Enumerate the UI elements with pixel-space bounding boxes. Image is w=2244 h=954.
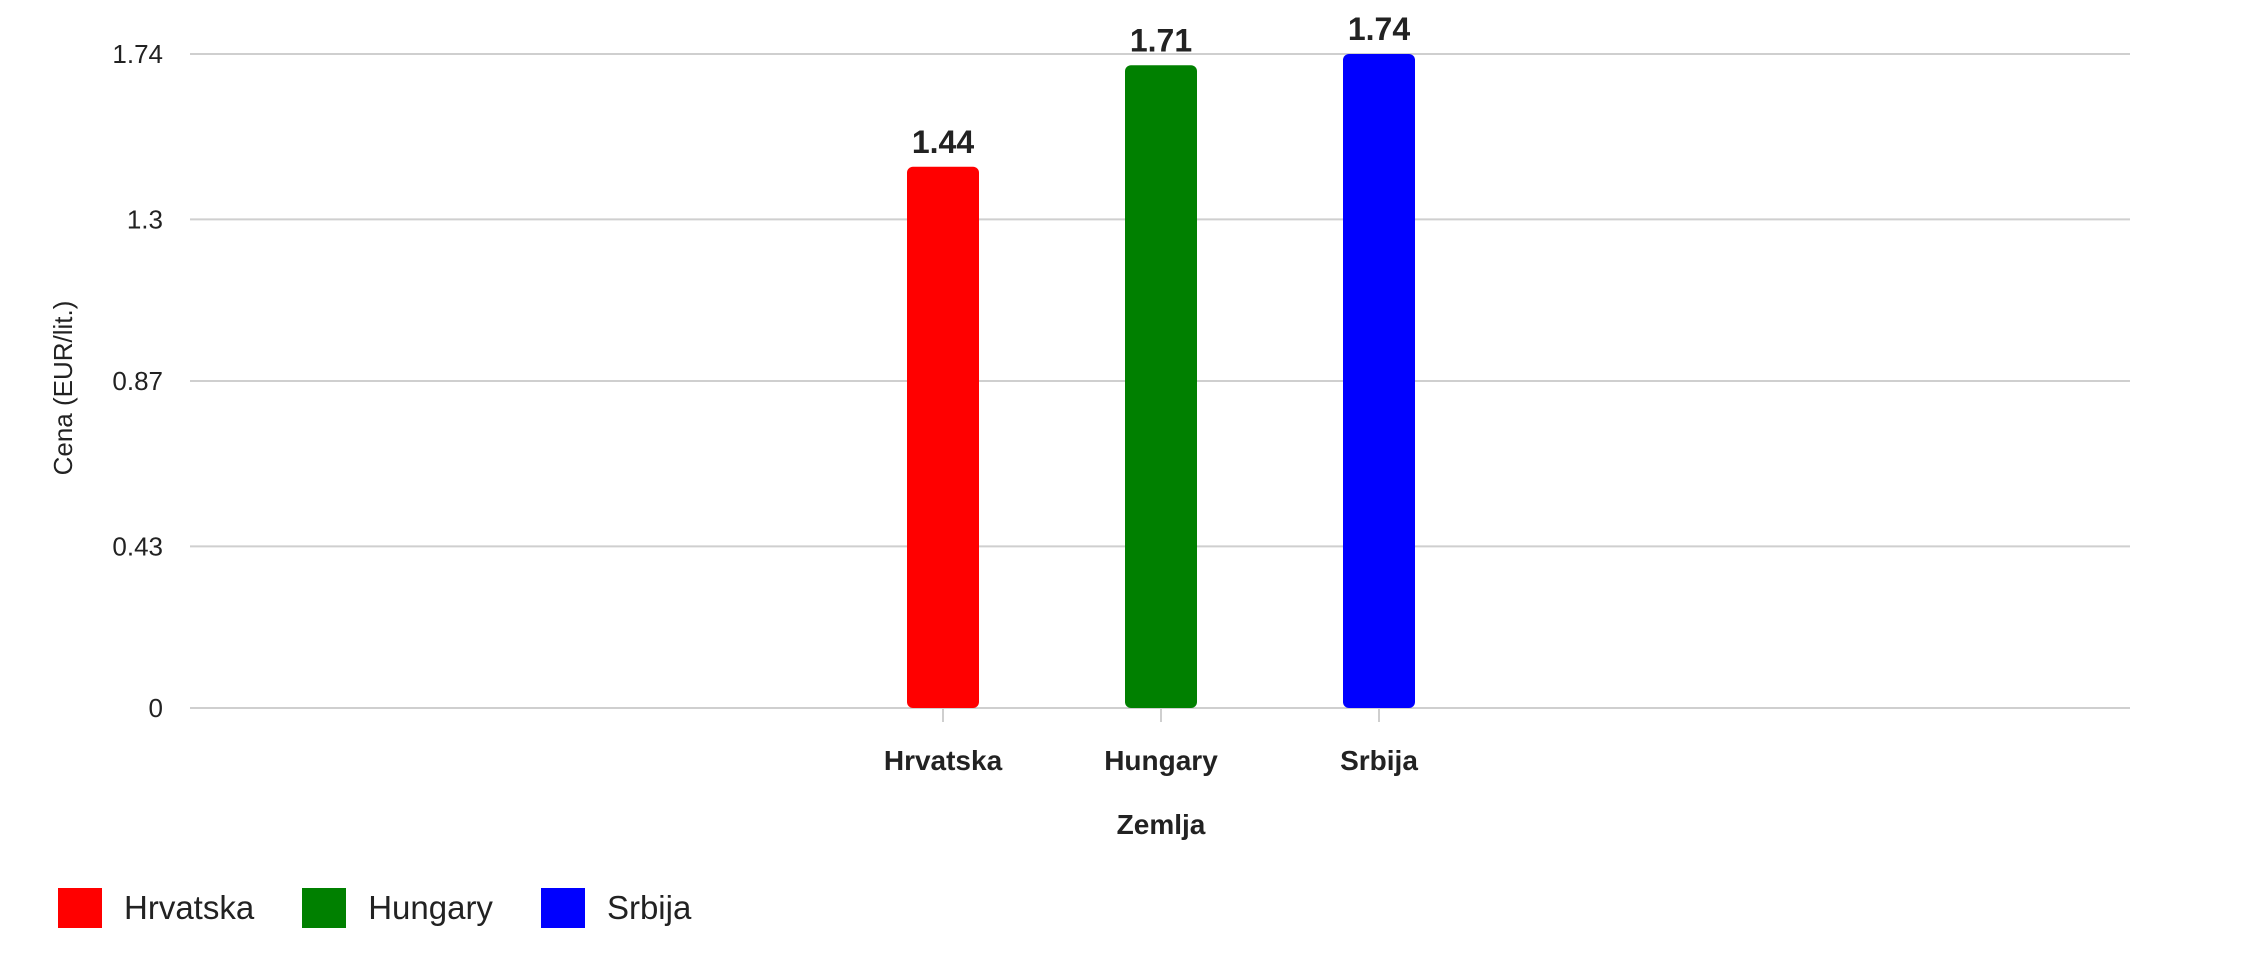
y-axis-title: Cena (EUR/lit.) [48,301,78,476]
x-tick-label: Hrvatska [884,745,1003,776]
data-label: 1.74 [1348,11,1410,47]
data-label: 1.44 [912,124,974,160]
legend-swatch [58,888,102,928]
y-axis-tick-labels: 0 0.43 0.87 1.3 1.74 [112,39,163,723]
y-tick-label: 1.3 [127,204,163,234]
bar-chart: 0 0.43 0.87 1.3 1.74 1.44 1.71 1.74 Hrvatska Hu… [48,11,2130,840]
y-tick-label: 1.74 [112,39,163,69]
y-tick-label: 0.87 [112,366,163,396]
x-tick-label: Hungary [1104,745,1218,776]
legend-item-hrvatska[interactable]: Hrvatska [58,888,254,928]
legend-item-srbija[interactable]: Srbija [540,888,692,928]
legend-label: Hrvatska [124,889,255,926]
y-tick-label: 0.43 [112,531,163,561]
x-axis-title: Zemlja [1117,809,1206,840]
bar-hrvatska [907,166,979,709]
legend-swatch [302,888,347,928]
bars: 1.44 1.71 1.74 [907,11,1415,709]
legend-swatch [540,888,585,928]
legend: Hrvatska Hungary Srbija [58,888,739,928]
x-tick-label: Srbija [1340,745,1418,776]
bar-hungary [1125,65,1197,708]
bar-srbija [1343,54,1415,708]
legend-item-hungary[interactable]: Hungary [302,888,493,928]
x-axis-ticks: Hrvatska Hungary Srbija [884,708,1418,776]
legend-label: Hungary [368,889,493,926]
y-tick-label: 0 [149,693,163,723]
data-label: 1.71 [1130,22,1192,58]
legend-label: Srbija [606,889,692,926]
